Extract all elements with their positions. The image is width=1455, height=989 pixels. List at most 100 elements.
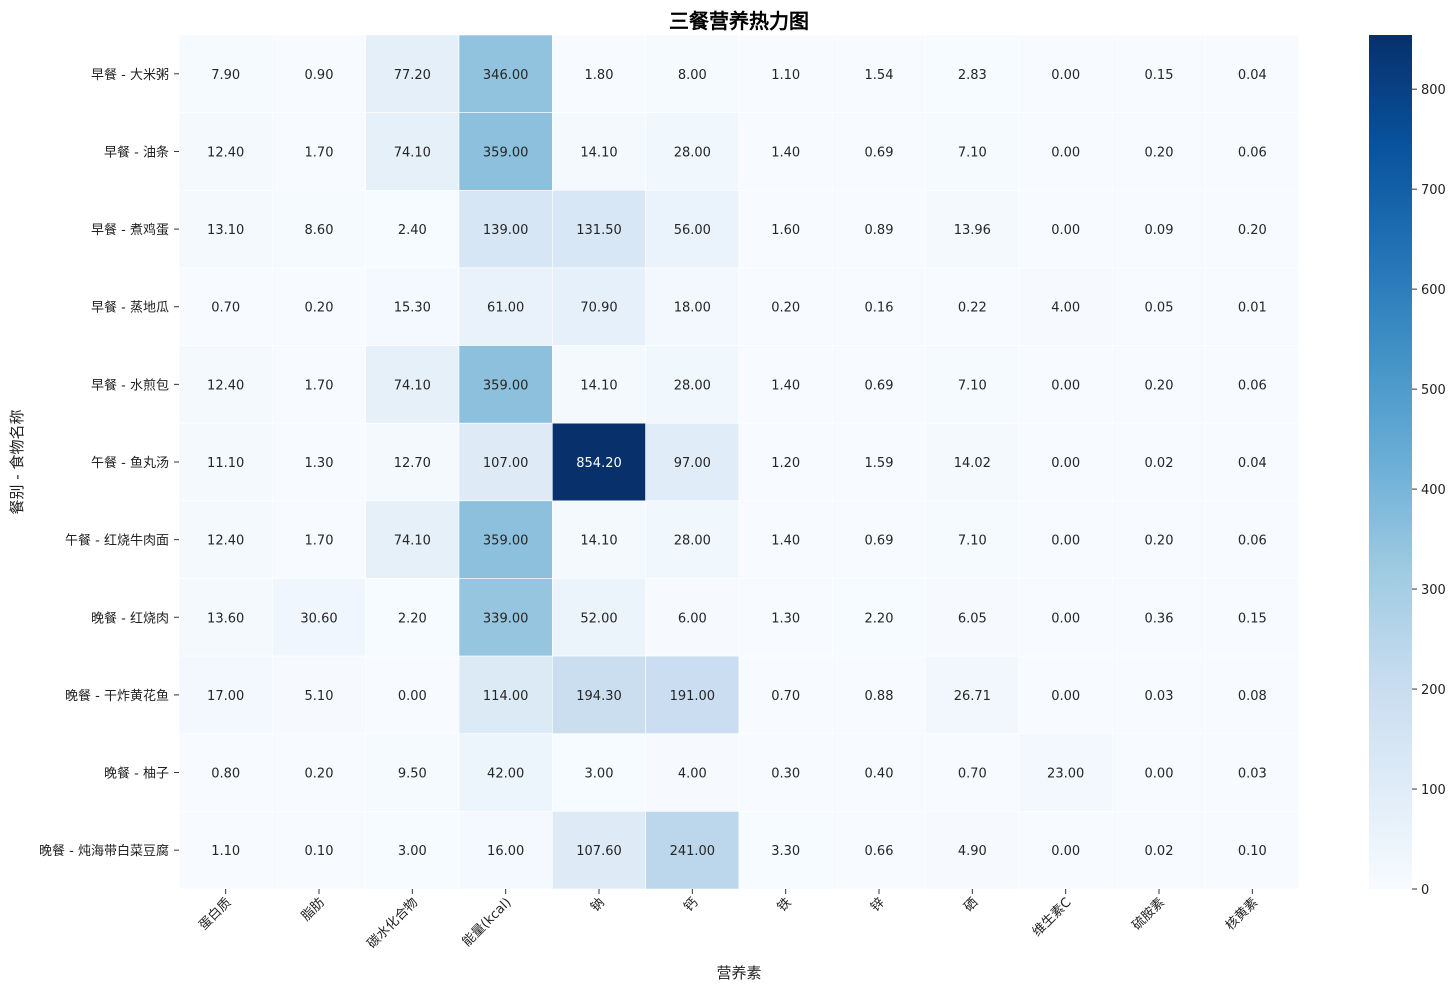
cell-value-label: 1.10 [771, 68, 800, 83]
cell-value-label: 13.10 [207, 223, 244, 238]
cell-value-label: 0.00 [1051, 689, 1080, 704]
heatmap-cell [925, 112, 1020, 191]
cell-value-label: 0.30 [771, 767, 800, 782]
heatmap-cell [1205, 733, 1300, 812]
heatmap-cell [178, 811, 273, 890]
cell-value-label: 0.03 [1145, 689, 1174, 704]
heatmap-cell [645, 34, 740, 113]
heatmap-cell [738, 267, 833, 346]
cell-value-label: 0.00 [1051, 223, 1080, 238]
cell-value-label: 1.70 [305, 534, 334, 549]
cell-value-label: 18.00 [674, 301, 711, 316]
cell-value-label: 359.00 [483, 378, 529, 393]
cell-value-label: 0.90 [305, 68, 334, 83]
cell-value-label: 12.70 [394, 456, 431, 471]
cell-value-label: 114.00 [483, 689, 529, 704]
heatmap-cell [365, 733, 460, 812]
heatmap-cell [552, 733, 646, 812]
heatmap-cell [1112, 500, 1206, 579]
x-tick-label: 脂肪 [298, 895, 328, 925]
cell-value-label: 13.96 [954, 223, 991, 238]
heatmap-cell [178, 422, 273, 502]
heatmap-cell [365, 345, 460, 424]
cell-value-label: 0.20 [1145, 145, 1174, 160]
cell-value-label: 0.04 [1238, 456, 1267, 471]
cell-value-label: 0.22 [958, 301, 987, 316]
heatmap-cell [738, 189, 833, 269]
cell-value-label: 0.00 [1051, 534, 1080, 549]
heatmap-cell [365, 267, 460, 346]
heatmap-cell [272, 733, 366, 812]
heatmap-cell [1205, 500, 1300, 579]
colorbar-tick-label: 200 [1421, 683, 1446, 698]
cell-value-label: 0.04 [1238, 68, 1267, 83]
cell-value-label: 4.90 [958, 844, 987, 859]
heatmap-cell [178, 345, 273, 424]
heatmap-cell [1018, 112, 1113, 191]
heatmap-cell [738, 733, 833, 812]
cell-value-label: 0.00 [1051, 611, 1080, 626]
cell-value-label: 139.00 [483, 223, 529, 238]
heatmap-cell [1018, 655, 1113, 735]
heatmap-cell [645, 655, 740, 735]
heatmap-cell [552, 578, 646, 657]
cell-value-label: 30.60 [300, 611, 337, 626]
cell-value-label: 107.60 [576, 844, 622, 859]
heatmap-cell [178, 267, 273, 346]
heatmap-cell [925, 811, 1020, 890]
heatmap-cell [272, 811, 366, 890]
cell-value-label: 13.60 [207, 611, 244, 626]
heatmap-cell [272, 655, 366, 735]
cell-value-label: 1.20 [771, 456, 800, 471]
heatmap-cell [178, 34, 273, 113]
heatmap-cell [738, 811, 833, 890]
cell-value-label: 359.00 [483, 534, 529, 549]
heatmap-cell [925, 345, 1020, 424]
cell-value-label: 0.09 [1145, 223, 1174, 238]
cell-value-label: 0.20 [771, 301, 800, 316]
cell-value-label: 12.40 [207, 378, 244, 393]
heatmap-cell [1205, 112, 1300, 191]
heatmap-cell [272, 267, 366, 346]
cell-value-label: 2.40 [398, 223, 427, 238]
heatmap-cell [645, 112, 740, 191]
heatmap-cell [738, 345, 833, 424]
heatmap-cell [1112, 189, 1206, 269]
cell-value-label: 0.15 [1145, 68, 1174, 83]
y-tick-label: 晚餐 - 红烧肉 [91, 610, 169, 626]
cell-value-label: 15.30 [394, 301, 431, 316]
heatmap-cell [178, 500, 273, 579]
cell-value-label: 28.00 [674, 378, 711, 393]
cell-value-label: 0.69 [865, 145, 894, 160]
cell-value-label: 0.08 [1238, 689, 1267, 704]
cell-value-label: 42.00 [487, 767, 524, 782]
cell-value-label: 1.80 [585, 68, 614, 83]
cell-value-label: 2.20 [865, 611, 894, 626]
y-tick-label: 午餐 - 鱼丸汤 [91, 455, 169, 471]
x-tick-label: 硫胺素 [1130, 895, 1168, 933]
cell-value-label: 0.88 [865, 689, 894, 704]
cell-value-label: 0.06 [1238, 378, 1267, 393]
heatmap-cell [832, 578, 926, 657]
heatmap-cell [738, 112, 833, 191]
heatmap-cell [178, 578, 273, 657]
heatmap-cell [1205, 578, 1300, 657]
heatmap-cell [832, 733, 926, 812]
heatmap-cell [738, 422, 833, 502]
heatmap-cell [272, 112, 366, 191]
cell-value-label: 3.30 [771, 844, 800, 859]
heatmap-cell [1112, 112, 1206, 191]
cell-value-label: 7.10 [958, 145, 987, 160]
heatmap-cell [1112, 578, 1206, 657]
cell-value-label: 0.36 [1145, 611, 1174, 626]
cell-value-label: 1.70 [305, 145, 334, 160]
x-axis-label: 营养素 [716, 964, 761, 982]
cell-value-label: 1.40 [771, 145, 800, 160]
cell-value-label: 0.70 [211, 301, 240, 316]
heatmap-cell [832, 422, 926, 502]
cell-value-label: 11.10 [207, 456, 244, 471]
colorbar-tick-label: 0 [1421, 883, 1429, 898]
cell-value-label: 6.05 [958, 611, 987, 626]
cell-value-label: 12.40 [207, 145, 244, 160]
